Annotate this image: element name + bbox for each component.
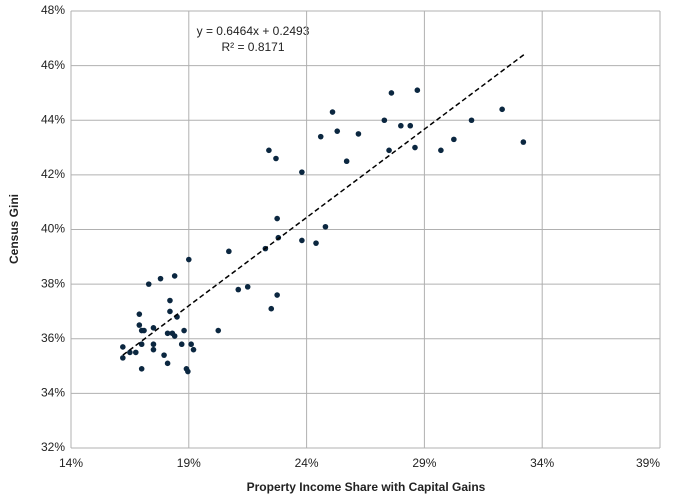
point (499, 106, 505, 113)
x-tick-label: 24% (295, 456, 319, 470)
point (186, 256, 192, 263)
point (171, 333, 178, 339)
point (273, 155, 279, 162)
x-axis-title: Property Income Share with Capital Gains (247, 480, 486, 494)
point (266, 147, 272, 154)
point (329, 109, 336, 115)
point (141, 327, 147, 334)
y-tick-label: 36% (41, 331, 65, 345)
y-tick-label: 42% (41, 167, 65, 181)
point (226, 248, 232, 255)
point (407, 122, 414, 129)
point (150, 325, 157, 331)
point (150, 346, 157, 353)
point (145, 281, 152, 287)
point (381, 117, 388, 124)
point (355, 131, 362, 137)
y-tick-label: 34% (41, 386, 65, 400)
point (386, 147, 392, 154)
point (157, 275, 164, 282)
point (343, 158, 350, 165)
trendline (122, 52, 527, 356)
point (138, 341, 145, 348)
point (388, 90, 395, 96)
point (334, 128, 341, 134)
point (438, 147, 444, 154)
point (299, 169, 305, 175)
point (398, 122, 404, 129)
point (268, 305, 275, 312)
point (120, 355, 126, 361)
point (274, 215, 280, 222)
x-tick-label: 34% (530, 456, 554, 470)
point (274, 292, 280, 298)
point (120, 344, 126, 350)
point (138, 365, 145, 372)
point (164, 360, 171, 367)
x-tick-label: 39% (636, 456, 660, 470)
point (178, 341, 185, 348)
point (190, 346, 197, 353)
point (317, 133, 324, 140)
point (188, 341, 194, 348)
point (167, 308, 173, 315)
point (132, 349, 139, 356)
equation: y = 0.6464x + 0.2493 (197, 24, 310, 38)
point (299, 237, 305, 244)
point (136, 311, 143, 317)
point (181, 327, 187, 334)
x-tick-label: 29% (412, 456, 436, 470)
point (412, 144, 418, 151)
x-tick-label: 19% (177, 456, 201, 470)
point (451, 136, 457, 143)
point (414, 87, 421, 94)
point (150, 341, 157, 348)
point (185, 368, 191, 375)
r-squared: R² = 0.8171 (221, 40, 284, 54)
point (127, 349, 133, 356)
point (313, 240, 319, 246)
y-tick-label: 44% (41, 112, 65, 126)
x-tick-label: 14% (59, 456, 83, 470)
point (167, 297, 173, 304)
point (164, 330, 171, 337)
y-tick-label: 32% (41, 440, 65, 454)
point (136, 322, 143, 328)
point (161, 352, 167, 358)
y-axis-title: Census Gini (7, 194, 21, 264)
point (322, 223, 329, 230)
y-tick-label: 38% (41, 276, 65, 290)
point (171, 273, 178, 279)
point (215, 327, 222, 334)
point (235, 286, 242, 293)
point (468, 117, 475, 124)
y-tick-label: 46% (41, 58, 65, 72)
y-tick-label: 40% (41, 222, 65, 236)
point (520, 139, 527, 145)
y-tick-label: 48% (41, 3, 65, 17)
point (244, 284, 251, 290)
